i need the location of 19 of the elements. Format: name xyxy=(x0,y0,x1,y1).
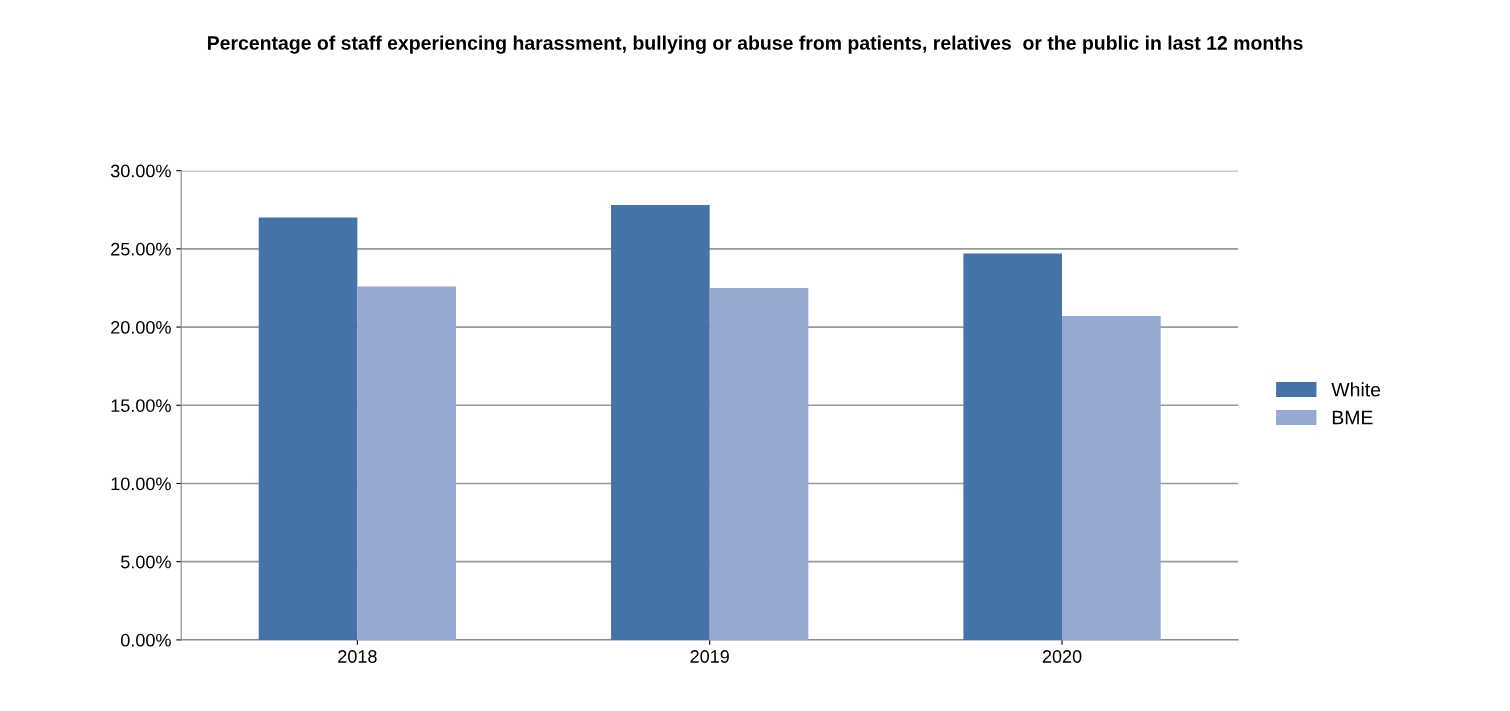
y-tick-label: 0.00% xyxy=(120,633,171,647)
y-tick-label: 20.00% xyxy=(111,320,171,334)
legend-label: White xyxy=(1331,382,1381,397)
bar xyxy=(258,217,358,640)
y-tick-label: 25.00% xyxy=(111,242,171,256)
x-tick-label: 2018 xyxy=(338,650,377,663)
bar xyxy=(709,287,809,640)
bar xyxy=(357,286,457,640)
legend-label: BME xyxy=(1332,410,1373,425)
bar xyxy=(611,205,710,640)
y-tick-label: 15.00% xyxy=(111,399,171,412)
bar xyxy=(1062,316,1161,640)
y-tick-label: 10.00% xyxy=(111,477,171,491)
x-tick-label: 2019 xyxy=(690,650,729,663)
chart-title: Percentage of staff experiencing harassment, bullying or abuse from patients, relatives or the public in last 12 months xyxy=(207,35,1303,54)
x-tick-label: 2020 xyxy=(1042,650,1082,663)
y-tick-label: 5.00% xyxy=(121,555,171,569)
bar xyxy=(963,253,1063,640)
y-tick-label: 30.00% xyxy=(110,164,171,178)
